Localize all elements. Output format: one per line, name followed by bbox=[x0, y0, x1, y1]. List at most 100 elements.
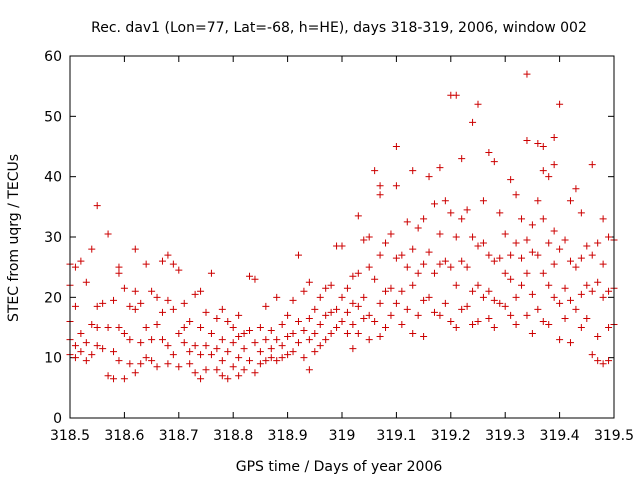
data-point bbox=[284, 351, 292, 359]
data-point bbox=[430, 200, 438, 208]
data-point bbox=[229, 363, 237, 371]
data-point bbox=[316, 293, 324, 301]
data-point bbox=[507, 311, 515, 319]
data-point bbox=[376, 182, 384, 190]
data-point bbox=[441, 197, 449, 205]
data-point bbox=[392, 254, 400, 262]
data-point bbox=[599, 215, 607, 223]
data-point bbox=[430, 269, 438, 277]
data-point bbox=[131, 245, 139, 253]
y-tick-label: 20 bbox=[44, 290, 62, 306]
data-point bbox=[550, 260, 558, 268]
data-point bbox=[382, 239, 390, 247]
x-tick-label: 319.3 bbox=[485, 428, 525, 444]
data-point bbox=[409, 281, 417, 289]
data-point bbox=[82, 339, 90, 347]
data-point bbox=[425, 173, 433, 181]
data-point bbox=[534, 139, 542, 147]
data-point bbox=[539, 167, 547, 175]
data-point bbox=[512, 320, 520, 328]
data-point bbox=[501, 230, 509, 238]
x-tick-label: 318.6 bbox=[104, 428, 144, 444]
data-point bbox=[534, 197, 542, 205]
data-point bbox=[518, 215, 526, 223]
data-point bbox=[518, 254, 526, 262]
data-point bbox=[88, 320, 96, 328]
data-point bbox=[523, 136, 531, 144]
data-point bbox=[354, 302, 362, 310]
data-point bbox=[458, 257, 466, 265]
y-tick-label: 50 bbox=[44, 109, 62, 125]
data-point bbox=[191, 369, 199, 377]
data-point bbox=[251, 275, 259, 283]
data-point bbox=[180, 324, 188, 331]
data-point bbox=[463, 302, 471, 310]
data-point bbox=[490, 257, 498, 265]
plot-frame bbox=[69, 55, 615, 419]
y-tick-label: 0 bbox=[53, 411, 62, 427]
data-point bbox=[333, 305, 341, 313]
data-point bbox=[93, 202, 101, 210]
data-point bbox=[110, 375, 118, 383]
data-point bbox=[583, 314, 591, 322]
data-point bbox=[131, 287, 139, 295]
data-point bbox=[409, 330, 417, 338]
x-tick-label: 318.9 bbox=[268, 428, 308, 444]
y-axis-label: STEC from uqrg / TECUs bbox=[6, 154, 22, 322]
data-point bbox=[490, 296, 498, 304]
y-tick-label: 40 bbox=[44, 170, 62, 186]
data-point bbox=[137, 360, 145, 368]
data-point bbox=[501, 269, 509, 277]
data-point bbox=[594, 357, 602, 365]
data-point bbox=[197, 287, 205, 295]
data-point bbox=[469, 118, 477, 126]
data-point bbox=[474, 242, 482, 250]
x-tick-label: 319.2 bbox=[431, 428, 471, 444]
data-point bbox=[528, 290, 536, 298]
data-point bbox=[588, 287, 596, 295]
data-point bbox=[142, 324, 150, 331]
data-point bbox=[523, 236, 531, 244]
data-point bbox=[534, 305, 542, 313]
data-point bbox=[218, 336, 226, 344]
data-point bbox=[566, 339, 574, 347]
data-point bbox=[376, 299, 384, 307]
data-point bbox=[588, 351, 596, 359]
data-point bbox=[523, 269, 531, 277]
data-point bbox=[469, 320, 477, 328]
data-point bbox=[414, 269, 422, 277]
data-point bbox=[235, 372, 243, 380]
data-point bbox=[458, 215, 466, 223]
data-point bbox=[333, 324, 341, 331]
y-tick-label: 30 bbox=[44, 230, 62, 246]
data-point bbox=[382, 324, 390, 331]
data-point bbox=[485, 314, 493, 322]
data-point bbox=[398, 320, 406, 328]
data-point bbox=[164, 360, 172, 368]
data-point bbox=[93, 324, 101, 331]
data-point bbox=[387, 230, 395, 238]
data-point bbox=[262, 336, 270, 344]
data-point bbox=[474, 281, 482, 289]
data-point bbox=[528, 248, 536, 256]
data-point bbox=[425, 293, 433, 301]
data-point bbox=[577, 324, 585, 331]
data-point bbox=[218, 372, 226, 380]
data-point bbox=[71, 263, 79, 271]
data-point bbox=[550, 133, 558, 141]
data-point bbox=[501, 302, 509, 310]
data-point bbox=[403, 305, 411, 313]
data-point bbox=[294, 251, 302, 259]
data-point bbox=[338, 317, 346, 325]
data-point bbox=[371, 317, 379, 325]
data-point bbox=[305, 278, 313, 286]
data-point bbox=[311, 348, 319, 356]
data-point bbox=[354, 269, 362, 277]
data-point bbox=[131, 369, 139, 377]
data-point bbox=[583, 242, 591, 250]
data-point bbox=[186, 348, 194, 356]
data-point bbox=[420, 296, 428, 304]
data-point bbox=[452, 91, 460, 99]
data-point bbox=[294, 339, 302, 347]
data-point bbox=[599, 360, 607, 368]
